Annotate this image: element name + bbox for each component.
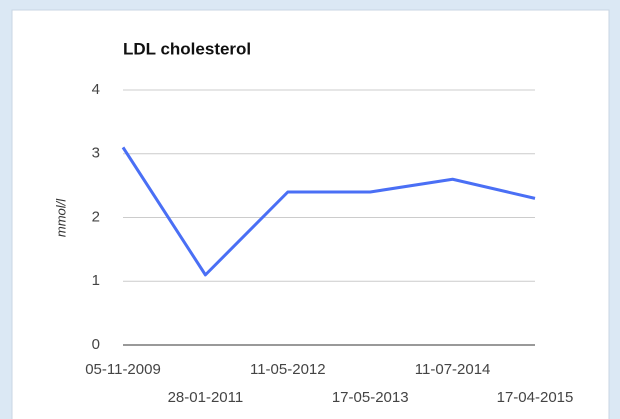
y-tick-label: 1 bbox=[92, 272, 100, 289]
y-tick-label: 2 bbox=[92, 208, 100, 225]
y-axis-label: mmol/l bbox=[53, 198, 68, 237]
x-tick-label: 28-01-2011 bbox=[168, 389, 244, 406]
y-tick-label: 4 bbox=[92, 81, 100, 98]
x-tick-label: 17-05-2013 bbox=[332, 389, 409, 406]
chart-title: LDL cholesterol bbox=[123, 39, 251, 58]
y-tick-label: 0 bbox=[92, 336, 100, 353]
y-tick-label: 3 bbox=[92, 145, 100, 162]
panel bbox=[11, 9, 610, 419]
x-tick-label: 17-04-2015 bbox=[497, 389, 574, 406]
x-tick-label: 11-05-2012 bbox=[250, 361, 326, 378]
x-tick-label: 11-07-2014 bbox=[415, 361, 491, 378]
data-line bbox=[121, 146, 536, 277]
x-tick-label: 05-11-2009 bbox=[85, 361, 161, 378]
